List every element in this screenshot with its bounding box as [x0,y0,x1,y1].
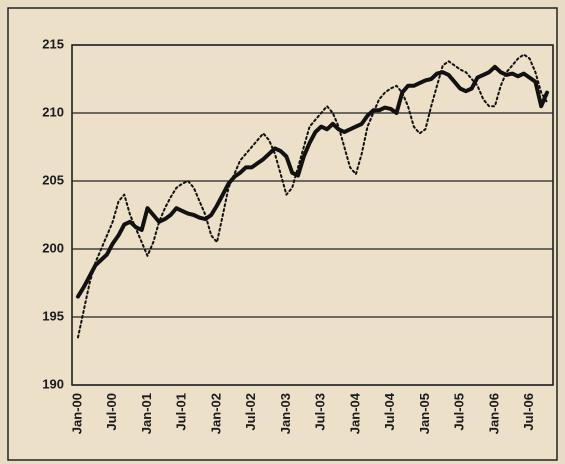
x-tick-label: Jul-01 [174,393,189,431]
y-tick-label: 210 [42,104,64,119]
x-tick-label: Jan-04 [347,392,362,434]
y-tick-label: 190 [42,376,64,391]
chart-frame [7,7,558,461]
x-tick-label: Jul-04 [382,392,397,430]
y-tick-label: 205 [42,172,64,187]
line-series [76,64,549,299]
line-series [77,53,548,339]
x-tick-label: Jul-06 [521,393,536,431]
x-tick-label: Jan-01 [139,393,154,434]
y-tick-label: 195 [42,308,64,323]
y-tick-label: 215 [42,36,64,51]
y-tick-label: 200 [42,240,64,255]
x-tick-label: Jan-06 [486,393,501,434]
x-tick-label: Jul-00 [104,393,119,431]
x-tick-label: Jul-03 [313,393,328,431]
x-tick-label: Jan-02 [208,393,223,434]
x-tick-label: Jan-05 [417,393,432,434]
x-tick-label: Jan-03 [278,393,293,434]
x-tick-label: Jul-05 [452,393,467,431]
x-tick-label: Jan-00 [69,393,84,434]
x-tick-label: Jul-02 [243,393,258,431]
